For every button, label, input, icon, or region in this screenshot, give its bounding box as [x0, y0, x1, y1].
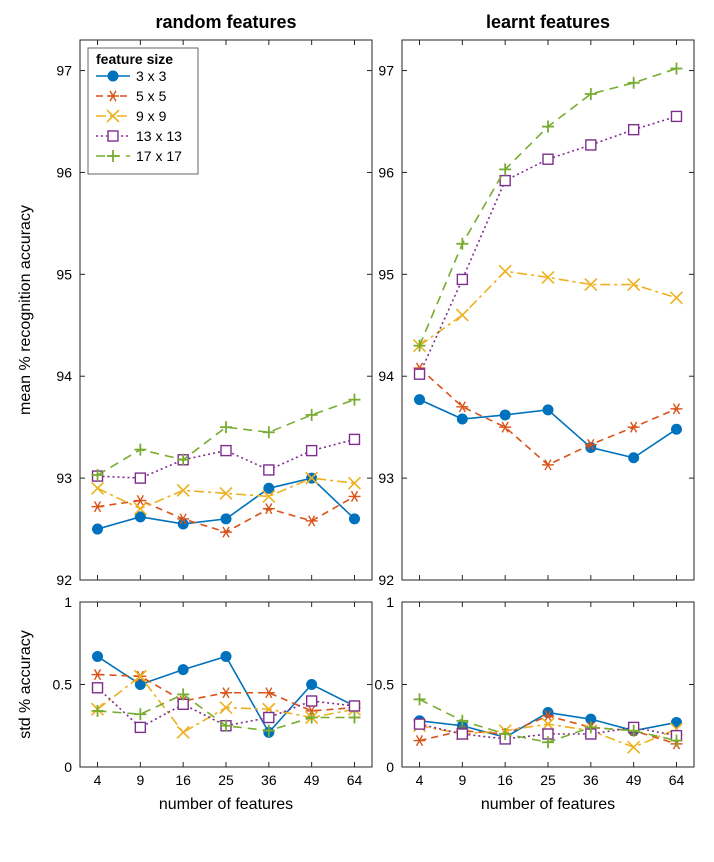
ytick-label: 93 [56, 470, 72, 486]
ytick-label: 94 [56, 368, 72, 384]
xtick-label: 25 [540, 772, 556, 788]
xlabel-left: number of features [159, 796, 293, 813]
ytick-label: 0 [386, 759, 394, 775]
ytick-label: 97 [56, 63, 72, 79]
ytick-label: 93 [378, 470, 394, 486]
ytick-label: 1 [64, 594, 72, 610]
legend-label: 5 x 5 [136, 88, 167, 104]
ytick-label: 94 [378, 368, 394, 384]
xtick-label: 36 [583, 772, 599, 788]
xtick-label: 25 [218, 772, 234, 788]
xtick-label: 4 [94, 772, 102, 788]
xtick-label: 49 [304, 772, 320, 788]
axis-box [80, 602, 372, 767]
ytick-label: 1 [386, 594, 394, 610]
feature-chart: 92939495969792939495969700.5149162536496… [0, 0, 714, 862]
col-title-learnt: learnt features [486, 12, 610, 32]
xtick-label: 9 [136, 772, 144, 788]
xtick-label: 64 [669, 772, 685, 788]
ytick-label: 92 [378, 572, 394, 588]
ytick-label: 0.5 [375, 677, 395, 693]
ytick-label: 96 [56, 164, 72, 180]
legend-label: 17 x 17 [136, 148, 182, 164]
ytick-label: 96 [378, 164, 394, 180]
ytick-label: 0 [64, 759, 72, 775]
legend-title: feature size [96, 51, 173, 67]
series-line [98, 400, 355, 475]
xtick-label: 4 [416, 772, 424, 788]
col-title-random: random features [155, 12, 296, 32]
legend-label: 13 x 13 [136, 128, 182, 144]
legend-label: 3 x 3 [136, 68, 167, 84]
ytick-label: 0.5 [53, 677, 73, 693]
xtick-label: 64 [347, 772, 363, 788]
xtick-label: 16 [175, 772, 191, 788]
ytick-label: 95 [378, 266, 394, 282]
ylabel-std: std % accuracy [17, 630, 34, 738]
xtick-label: 36 [261, 772, 277, 788]
ytick-label: 92 [56, 572, 72, 588]
xtick-label: 9 [458, 772, 466, 788]
xtick-label: 49 [626, 772, 642, 788]
legend-label: 9 x 9 [136, 108, 167, 124]
series-line [420, 69, 677, 346]
ylabel-mean: mean % recognition accuracy [17, 205, 34, 415]
xtick-label: 16 [497, 772, 513, 788]
ytick-label: 95 [56, 266, 72, 282]
xlabel-right: number of features [481, 796, 615, 813]
ytick-label: 97 [378, 63, 394, 79]
